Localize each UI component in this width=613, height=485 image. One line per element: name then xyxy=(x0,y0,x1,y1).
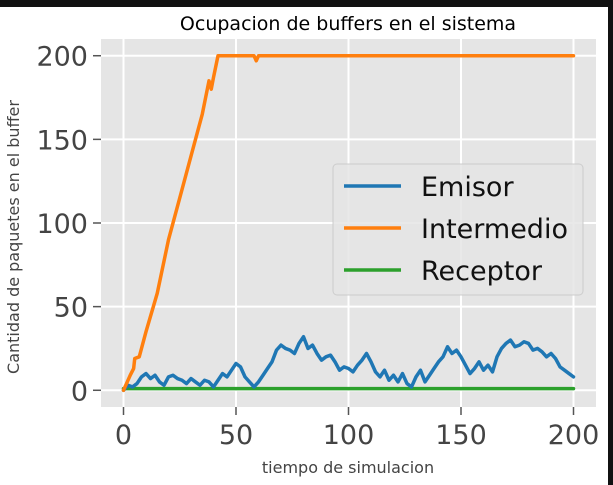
y-tick-label: 200 xyxy=(36,42,88,73)
y-axis-label: Cantidad de paquetes en el buffer xyxy=(4,100,23,374)
x-axis-label: tiempo de simulacion xyxy=(262,458,434,477)
legend: Emisor Intermedio Receptor xyxy=(332,163,584,296)
series-line-intermedio xyxy=(121,53,576,393)
series-layer xyxy=(121,53,576,393)
x-tick-label: 100 xyxy=(323,420,375,451)
legend-label-intermedio: Intermedio xyxy=(421,214,568,245)
axis-ticks: 0 50 100 150 200 0 50 100 150 200 xyxy=(36,42,599,451)
legend-label-emisor: Emisor xyxy=(421,172,514,203)
y-tick-label: 0 xyxy=(71,376,88,407)
y-tick-label: 150 xyxy=(36,125,88,156)
x-tick-label: 150 xyxy=(435,420,487,451)
x-tick-label: 50 xyxy=(219,420,253,451)
y-tick-label: 100 xyxy=(36,209,88,240)
chart-title: Ocupacion de buffers en el sistema xyxy=(180,13,516,35)
x-tick-label: 0 xyxy=(115,420,132,451)
legend-box xyxy=(332,163,584,296)
figure-canvas: 0 50 100 150 200 0 50 100 150 200 Ocupacion de bu… xyxy=(0,7,608,485)
x-tick-label: 200 xyxy=(548,420,600,451)
chart: 0 50 100 150 200 0 50 100 150 200 Ocupacion de bu… xyxy=(4,13,599,477)
legend-label-receptor: Receptor xyxy=(421,256,543,287)
series-line-emisor xyxy=(121,335,576,393)
y-tick-label: 50 xyxy=(54,293,88,324)
